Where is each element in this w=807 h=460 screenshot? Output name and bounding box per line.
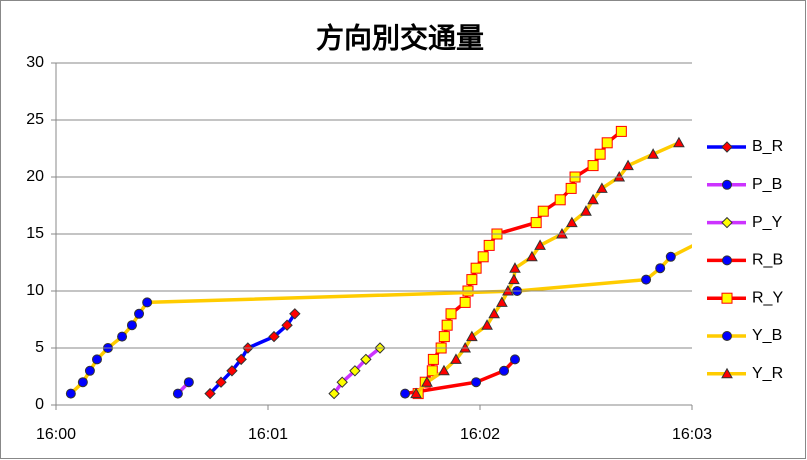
x-tick-label: 16:00 (36, 426, 76, 443)
marker (587, 193, 599, 205)
marker (470, 262, 482, 274)
marker (77, 377, 88, 388)
marker (587, 160, 599, 172)
marker (426, 365, 438, 377)
marker (580, 205, 592, 216)
marker (84, 365, 95, 376)
marker (445, 308, 457, 320)
marker (499, 365, 510, 376)
marker (438, 364, 450, 376)
marker (526, 250, 538, 262)
marker (204, 387, 216, 400)
legend-label: R_Y (752, 289, 783, 306)
y-tick-label: 30 (26, 54, 44, 71)
marker (530, 217, 542, 229)
marker (509, 262, 521, 273)
marker (596, 182, 608, 193)
marker (496, 296, 508, 307)
marker (268, 330, 280, 343)
marker (655, 263, 666, 274)
legend-label: R_B (752, 252, 783, 269)
marker (601, 137, 613, 149)
marker (235, 353, 247, 366)
plot-area (65, 125, 692, 400)
marker (438, 331, 450, 343)
y-tick-label: 20 (26, 168, 44, 185)
marker (281, 319, 293, 331)
x-tick-label: 16:01 (248, 426, 288, 443)
legend-label: B_R (752, 138, 783, 155)
marker (289, 308, 301, 320)
marker (172, 388, 183, 399)
x-tick-label: 16:02 (460, 426, 500, 443)
marker (673, 136, 685, 148)
marker (91, 354, 102, 365)
marker (117, 331, 128, 342)
y-tick-label: 0 (35, 396, 44, 413)
marker (566, 216, 578, 228)
marker (622, 159, 634, 171)
marker (215, 376, 227, 388)
marker (427, 353, 439, 365)
marker (534, 239, 546, 250)
marker (647, 148, 659, 159)
marker (421, 376, 433, 387)
marker (134, 308, 145, 319)
y-tick-label: 5 (35, 339, 44, 356)
marker (226, 365, 238, 377)
x-tick-label: 16:03 (672, 426, 712, 443)
marker (483, 239, 495, 251)
y-tick-label: 15 (26, 225, 44, 242)
marker (410, 387, 422, 399)
legend-label: P_B (752, 176, 782, 193)
legend-label: Y_R (752, 365, 783, 382)
marker (471, 377, 482, 388)
marker (615, 125, 627, 137)
marker (565, 182, 577, 194)
marker (349, 365, 361, 377)
marker (328, 387, 340, 400)
marker (722, 179, 732, 190)
marker (459, 296, 471, 308)
marker (488, 307, 500, 319)
marker (360, 353, 372, 366)
marker (441, 319, 453, 331)
y-tick-label: 25 (26, 111, 44, 128)
chart-title: 方向別交通量 (316, 21, 484, 53)
marker (665, 251, 676, 262)
marker (594, 148, 606, 160)
marker (537, 205, 549, 217)
marker (481, 319, 493, 330)
marker (477, 251, 489, 263)
marker (641, 274, 652, 285)
marker (721, 367, 733, 379)
marker (336, 376, 348, 388)
marker (722, 255, 732, 266)
y-tick-label: 10 (26, 282, 44, 299)
marker (400, 388, 411, 399)
marker (721, 292, 733, 304)
marker (142, 297, 153, 308)
marker (466, 274, 478, 286)
marker (554, 194, 566, 206)
legend-label: P_Y (752, 214, 783, 231)
marker (508, 273, 520, 285)
marker (65, 388, 76, 399)
marker (126, 320, 137, 331)
marker (183, 377, 194, 388)
marker (509, 354, 520, 365)
series-line (404, 358, 517, 396)
marker (721, 216, 733, 229)
legend-label: Y_B (752, 327, 782, 344)
marker (450, 353, 462, 364)
marker (721, 141, 733, 153)
marker (722, 331, 732, 341)
marker (466, 330, 478, 342)
